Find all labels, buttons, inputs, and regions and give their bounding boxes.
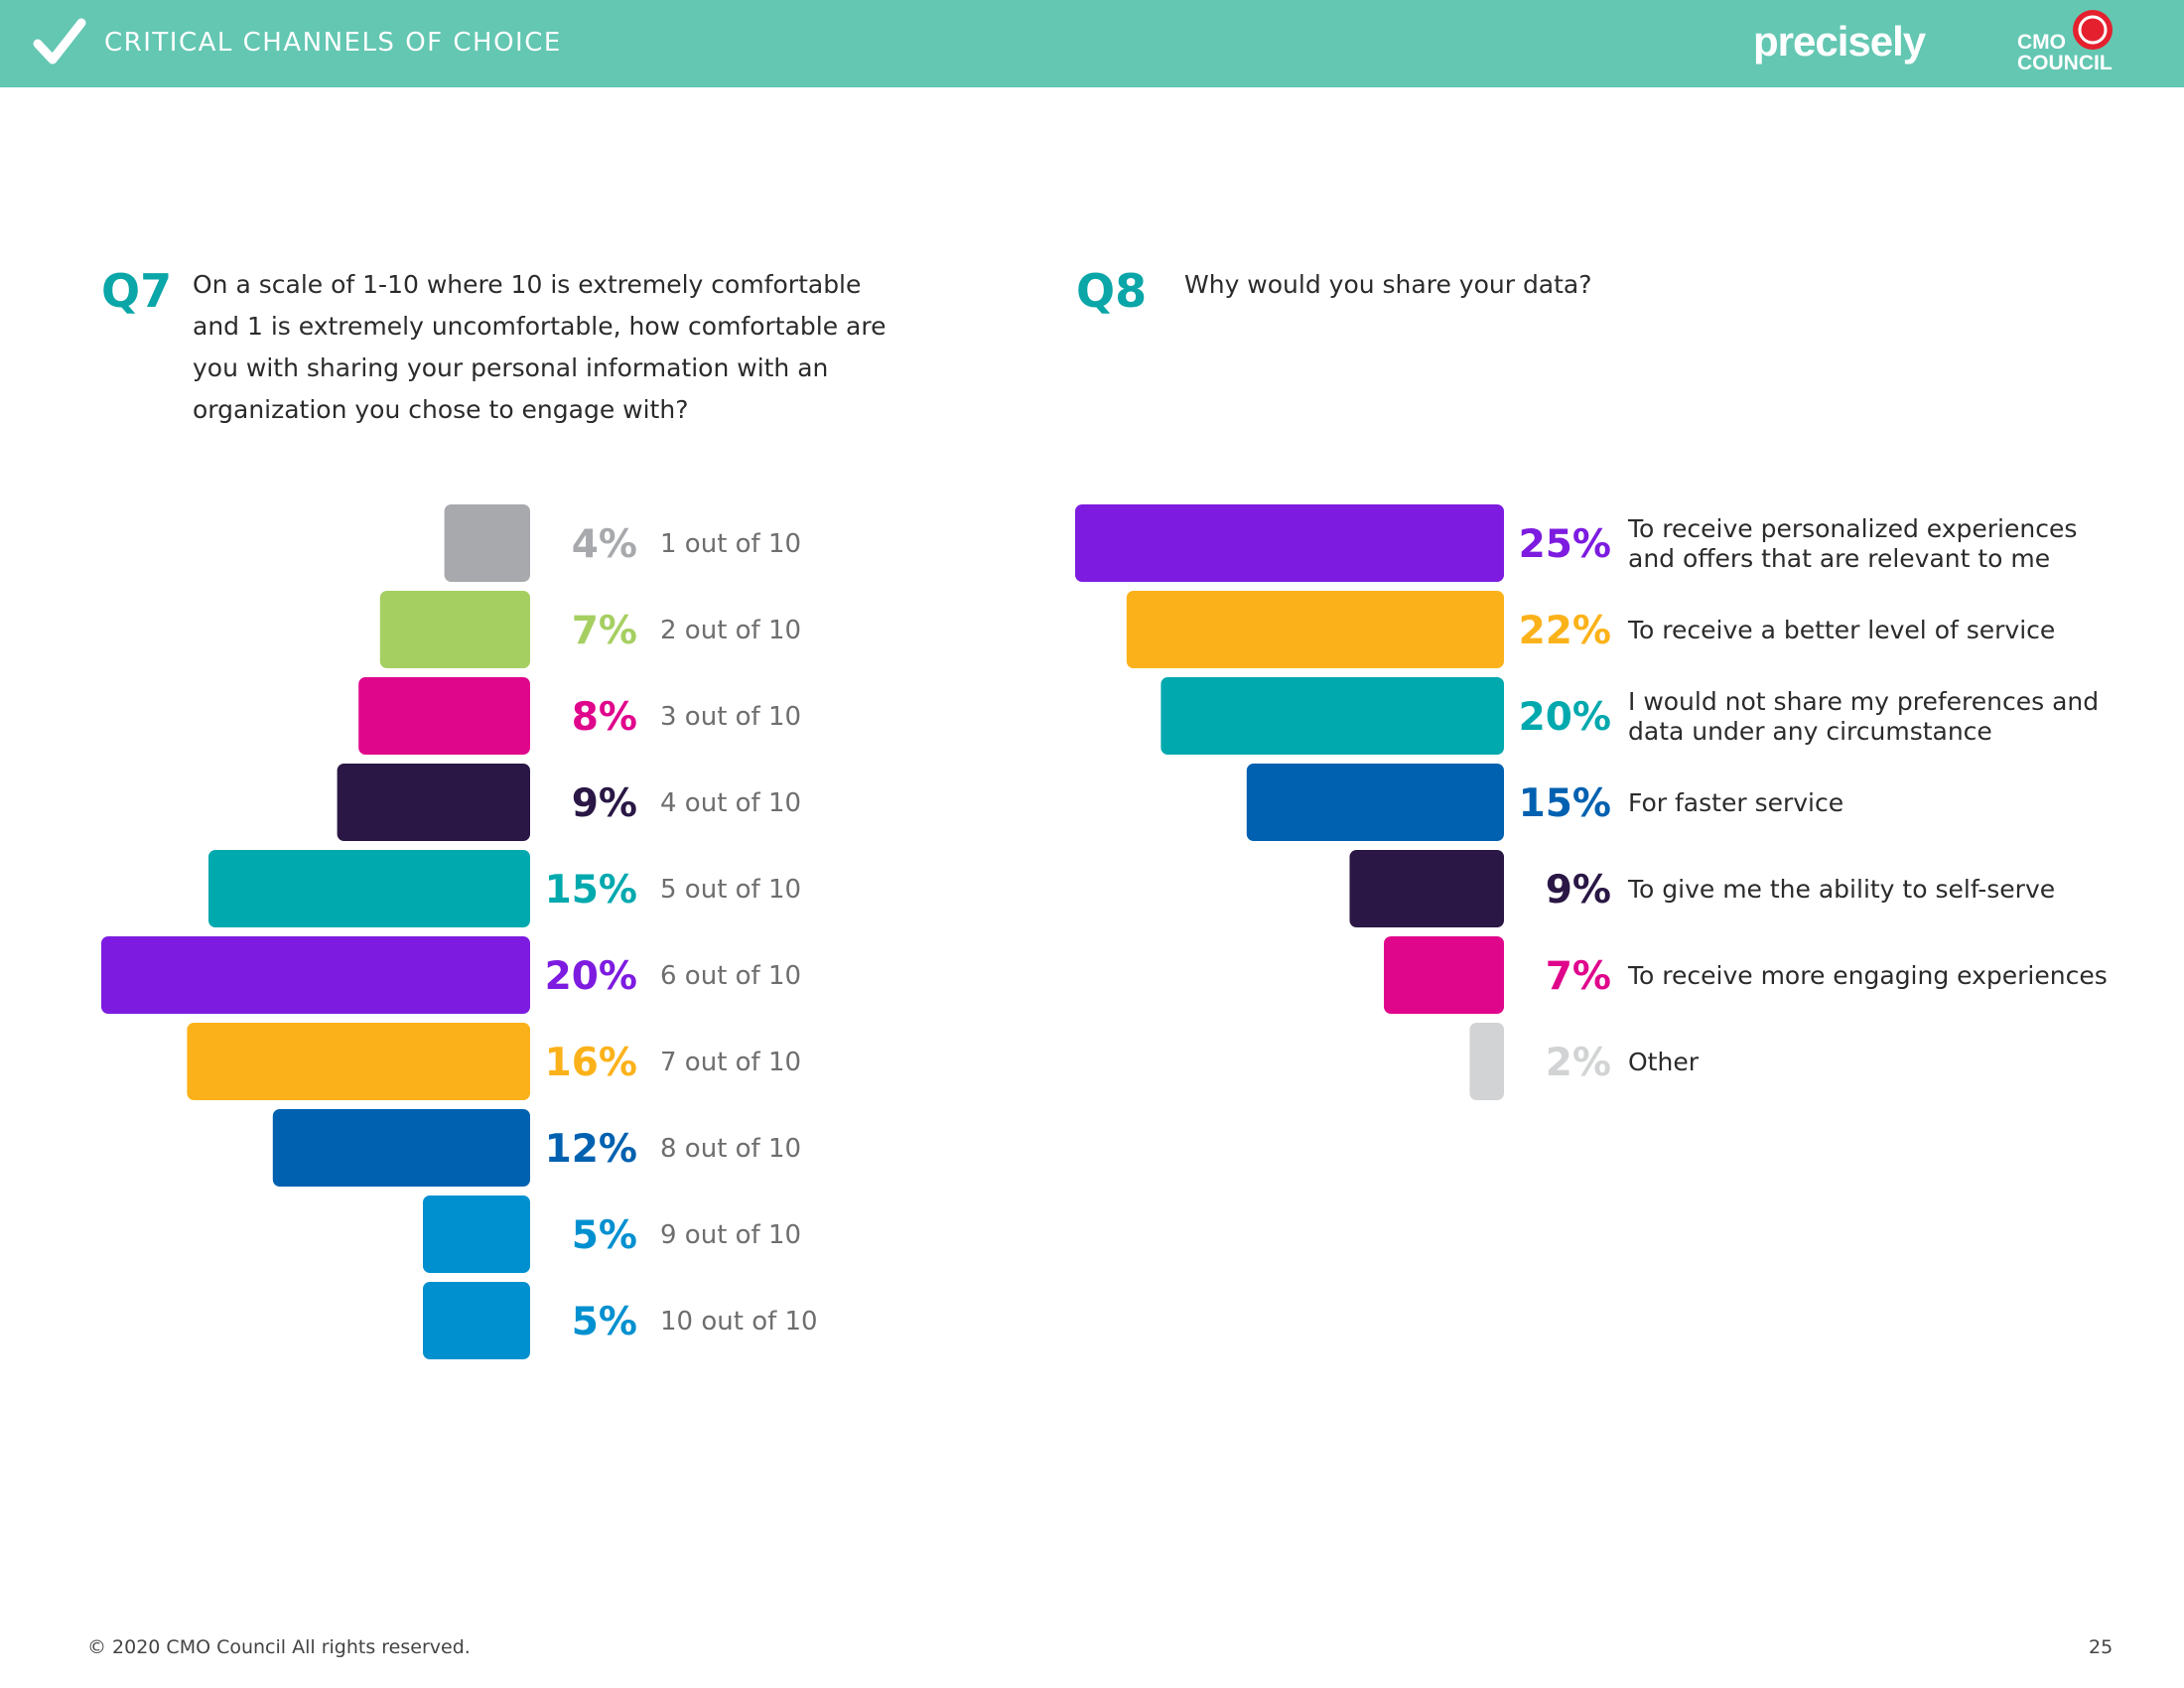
q7-value-label-4: 9% [572, 781, 637, 826]
q8-category-label-1-line-2: and offers that are relevant to me [1628, 544, 2050, 573]
q7-bar-3 [358, 677, 530, 755]
q7-value-label-8: 12% [545, 1127, 637, 1172]
section-title: CRITICAL CHANNELS OF CHOICE [104, 28, 562, 58]
cmo-badge-icon [2073, 10, 2113, 50]
q8-category-label-1-line-1: To receive personalized experiences [1627, 514, 2077, 543]
q7-number: Q7 [101, 264, 173, 318]
q8-category-label-4: For faster service [1628, 788, 1843, 817]
q7-value-label-2: 7% [572, 609, 637, 653]
q7-bar-chart: 4% 1 out of 10 7% 2 out of 10 8% 3 out of 10 9… [101, 504, 818, 1359]
q7-bar-9 [423, 1196, 530, 1273]
q8-bar-7 [1469, 1023, 1504, 1100]
q7-category-label-1: 1 out of 10 [660, 529, 801, 559]
q8-category-label-6: To receive more engaging experiences [1627, 961, 2108, 990]
q7-category-label-3: 3 out of 10 [660, 702, 801, 732]
q7-bar-4 [337, 764, 530, 841]
page-number: 25 [2089, 1636, 2114, 1658]
q7-bar-5 [208, 850, 530, 927]
q7-category-label-10: 10 out of 10 [660, 1307, 818, 1336]
q8-bar-chart: 25% To receive personalized experiencesan… [1075, 504, 2108, 1100]
precisely-logo: precisely [1753, 18, 1926, 65]
q7-value-label-7: 16% [545, 1041, 637, 1085]
header-bar: CRITICAL CHANNELS OF CHOICE precisely CM… [0, 0, 2184, 87]
q7-value-label-5: 15% [545, 868, 637, 913]
cmo-council-logo: CMO COUNCIL [2013, 6, 2116, 81]
q7-value-label-9: 5% [572, 1213, 637, 1258]
checkmark-icon [33, 18, 86, 65]
q8-category-label-7: Other [1628, 1048, 1700, 1076]
q7-category-label-6: 6 out of 10 [660, 961, 801, 991]
copyright-text: © 2020 CMO Council All rights reserved. [87, 1636, 471, 1658]
q7-value-label-3: 8% [572, 695, 637, 740]
q7-category-label-7: 7 out of 10 [660, 1048, 801, 1077]
q8-bar-4 [1246, 764, 1504, 841]
q8-value-label-3: 20% [1519, 695, 1611, 740]
q8-bar-1 [1075, 504, 1504, 582]
q7-category-label-4: 4 out of 10 [660, 788, 801, 818]
q8-category-label-2: To receive a better level of service [1627, 616, 2055, 644]
q7-question: On a scale of 1-10 where 10 is extremely… [193, 270, 887, 424]
q7-category-label-5: 5 out of 10 [660, 875, 801, 905]
q7-category-label-2: 2 out of 10 [660, 616, 801, 645]
q8-value-label-2: 22% [1519, 609, 1611, 653]
q7-category-label-8: 8 out of 10 [660, 1134, 801, 1164]
q8-value-label-7: 2% [1546, 1041, 1611, 1085]
q7-bar-10 [423, 1282, 530, 1359]
cmo-logo-line2: COUNCIL [2017, 52, 2113, 74]
q8-bar-2 [1126, 591, 1504, 668]
q7-bar-6 [101, 936, 530, 1014]
q8-category-label-5: To give me the ability to self-serve [1627, 875, 2055, 904]
q8-bar-5 [1349, 850, 1504, 927]
q8-bar-3 [1160, 677, 1504, 755]
q8-category-label-3-line-1: I would not share my preferences and [1628, 687, 2099, 716]
q7-bar-7 [187, 1023, 530, 1100]
q8-value-label-6: 7% [1546, 954, 1611, 999]
cmo-logo-line1: CMO [2017, 31, 2066, 54]
q7-bar-2 [379, 591, 530, 668]
q8-value-label-1: 25% [1519, 522, 1611, 567]
q8-value-label-5: 9% [1546, 868, 1611, 913]
q7-bar-8 [272, 1109, 530, 1187]
q8-value-label-4: 15% [1519, 781, 1611, 826]
q7-value-label-10: 5% [572, 1300, 637, 1344]
q7-value-label-6: 20% [545, 954, 637, 999]
q7-value-label-1: 4% [572, 522, 637, 567]
q7-category-label-9: 9 out of 10 [660, 1220, 801, 1250]
q8-number: Q8 [1076, 264, 1148, 318]
q7-bar-1 [444, 504, 530, 582]
q8-bar-6 [1384, 936, 1504, 1014]
q8-question: Why would you share your data? [1184, 270, 1592, 299]
q8-category-label-3-line-2: data under any circumstance [1628, 717, 1992, 746]
